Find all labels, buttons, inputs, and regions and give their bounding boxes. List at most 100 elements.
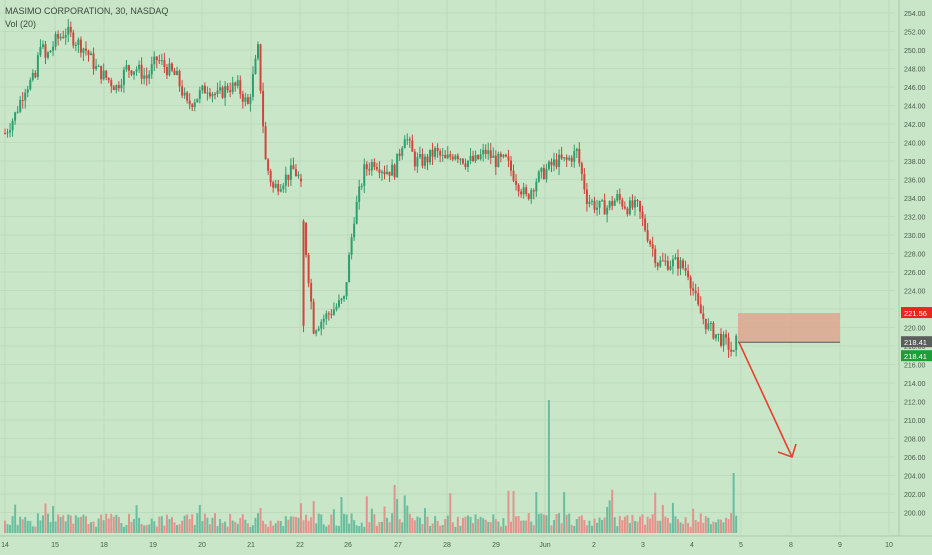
candle-body	[517, 184, 520, 192]
volume-bar	[360, 522, 363, 533]
x-tick-label: 10	[885, 542, 893, 549]
candle-body	[469, 155, 472, 161]
volume-bar	[368, 522, 371, 533]
candle-body	[272, 182, 275, 188]
volume-bar	[563, 492, 566, 533]
volume-bar	[110, 513, 113, 533]
volume-bar	[522, 520, 525, 533]
x-tick-label: 21	[247, 542, 255, 549]
candle-body	[671, 259, 674, 267]
volume-bar	[527, 513, 530, 533]
volume-bar	[19, 516, 22, 533]
candle-body	[633, 200, 636, 208]
volume-bar	[631, 514, 634, 533]
volume-bar	[284, 516, 287, 533]
volume-bar	[251, 525, 254, 533]
volume-bar	[732, 473, 735, 533]
volume-bar	[444, 518, 447, 533]
candle-body	[689, 277, 692, 289]
volume-bar	[466, 515, 469, 533]
candle-body	[193, 102, 196, 108]
candle-body	[246, 97, 249, 104]
candle-body	[545, 169, 548, 179]
volume-bar	[72, 523, 75, 533]
volume-bar	[170, 517, 173, 533]
volume-bar	[165, 514, 168, 533]
candle-body	[484, 149, 487, 154]
candle-body	[168, 63, 171, 76]
candle-body	[201, 85, 204, 91]
candle-body	[77, 39, 80, 45]
candle-body	[588, 201, 591, 204]
volume-bar	[504, 525, 507, 533]
candle-body	[181, 86, 184, 96]
candle-body	[348, 254, 351, 283]
candle-body	[82, 48, 85, 53]
volume-bar	[530, 521, 533, 533]
volume-bar	[709, 524, 712, 533]
candle-body	[47, 52, 50, 58]
volume-bar	[289, 516, 292, 533]
candle-body	[196, 98, 199, 103]
candle-body	[674, 257, 677, 260]
volume-bar	[236, 523, 239, 533]
volume-bar	[300, 503, 303, 533]
y-tick-label: 204.00	[904, 474, 926, 481]
volume-bar	[41, 515, 44, 533]
volume-bar	[327, 524, 330, 533]
volume-bar	[234, 521, 237, 533]
volume-bar	[125, 524, 128, 533]
candle-body	[578, 148, 581, 164]
candle-body	[408, 139, 411, 141]
candle-body	[41, 44, 44, 47]
volume-bar	[464, 516, 467, 533]
candle-body	[628, 200, 631, 215]
price-badge	[901, 336, 932, 348]
volume-bar	[517, 515, 520, 533]
candle-body	[398, 153, 401, 156]
candle-body	[39, 46, 42, 56]
candle-body	[446, 154, 449, 159]
volume-bar	[540, 513, 543, 533]
volume-bar	[651, 514, 654, 533]
volume-bar	[669, 523, 672, 533]
volume-bar	[64, 521, 67, 533]
candle-body	[512, 170, 515, 181]
volume-bar	[82, 514, 85, 533]
volume-bar	[305, 514, 308, 533]
volume-bar	[707, 517, 710, 533]
candle-body	[461, 158, 464, 164]
candle-body	[403, 139, 406, 149]
candle-body	[95, 66, 98, 69]
candle-body	[307, 254, 310, 284]
candle-body	[148, 74, 151, 79]
candle-body	[337, 300, 340, 307]
volume-bar	[231, 520, 234, 533]
y-tick-label: 242.00	[904, 122, 926, 129]
candle-body	[487, 150, 490, 154]
candle-body	[370, 161, 373, 171]
candle-body	[267, 159, 270, 171]
volume-bar	[348, 523, 351, 533]
candle-body	[621, 199, 624, 207]
volume-bar	[679, 522, 682, 533]
volume-bar	[178, 524, 181, 533]
volume-bar	[730, 513, 733, 533]
volume-bar	[216, 525, 219, 533]
volume-bar	[537, 513, 540, 533]
candle-body	[429, 149, 432, 163]
volume-bar	[158, 516, 161, 533]
candle-body	[623, 206, 626, 209]
candle-body	[580, 163, 583, 174]
candle-body	[79, 39, 82, 53]
candle-body	[611, 201, 614, 206]
volume-bar	[487, 521, 490, 533]
volume-bar	[474, 514, 477, 533]
volume-bar	[714, 522, 717, 533]
candle-body	[254, 58, 257, 74]
volume-bar	[264, 524, 267, 533]
volume-bar	[441, 525, 444, 533]
candle-body	[105, 70, 108, 78]
